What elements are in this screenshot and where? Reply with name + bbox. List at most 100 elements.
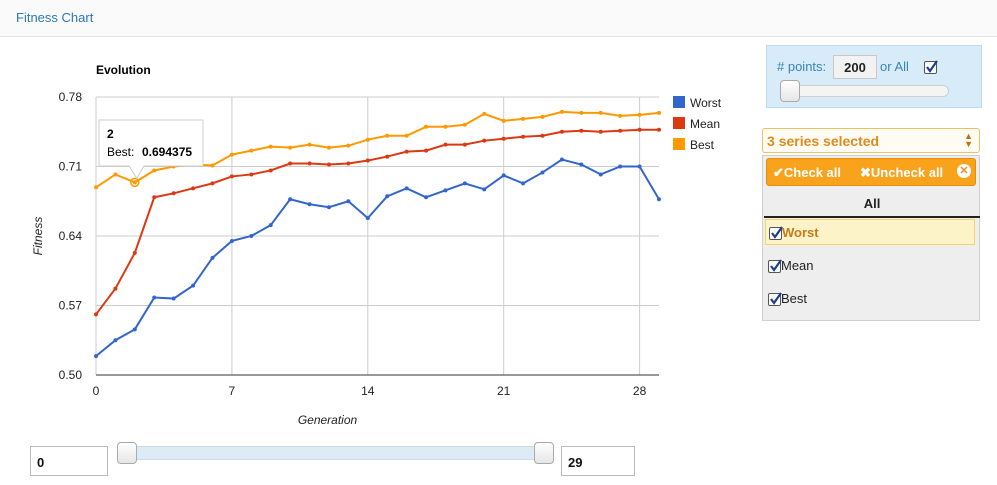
data-point-mean (559, 129, 564, 134)
data-point-worst (443, 188, 448, 193)
series-checkbox-mean[interactable] (768, 259, 782, 273)
data-point-worst (559, 157, 564, 162)
points-control: # points: 200 or All (766, 45, 982, 108)
data-point-mean (307, 161, 312, 166)
data-point-mean (152, 195, 157, 200)
data-point-worst (637, 164, 642, 169)
data-point-mean (229, 174, 234, 179)
data-point-worst (268, 223, 273, 228)
uncheck-all-link[interactable]: ✖Uncheck all (860, 165, 943, 181)
check-all-label: Check all (783, 165, 841, 180)
series-option-worst[interactable]: Worst (765, 219, 975, 245)
y-tick-label: 0.64 (59, 229, 83, 243)
data-point-best (268, 144, 273, 149)
data-point-worst (171, 296, 176, 301)
check-all-link[interactable]: ✔Check all (773, 165, 841, 181)
y-axis-label: Fitness (31, 217, 45, 256)
y-tick-label: 0.57 (59, 299, 83, 313)
data-point-mean (326, 162, 331, 167)
x-tick-label: 14 (361, 384, 375, 398)
data-point-worst (307, 202, 312, 207)
legend-label-mean: Mean (690, 117, 720, 131)
data-point-best (346, 143, 351, 148)
data-point-worst (152, 295, 157, 300)
legend-swatch-best (673, 138, 685, 150)
data-point-mean (171, 191, 176, 196)
data-point-worst (618, 164, 623, 169)
check-icon (926, 60, 938, 73)
points-all-checkbox[interactable] (924, 60, 938, 74)
data-point-best (462, 122, 467, 127)
range-min-input[interactable]: 0 (30, 446, 108, 476)
data-point-mean (637, 127, 642, 132)
data-point-best (540, 114, 545, 119)
close-icon: ✖ (860, 165, 871, 180)
range-slider-track[interactable] (127, 446, 545, 460)
x-axis-label: Generation (298, 413, 358, 427)
legend-swatch-worst (673, 96, 685, 108)
data-point-mean (191, 186, 196, 191)
series-line-mean (95, 128, 659, 316)
data-point-mean (424, 148, 429, 153)
series-option-label: Mean (781, 258, 814, 273)
data-point-best (424, 124, 429, 129)
series-select-button[interactable]: 3 series selected ▲ ▼ (762, 128, 980, 153)
data-point-worst (579, 162, 584, 167)
data-point-mean (346, 161, 351, 166)
close-menu-icon[interactable]: ✕ (957, 164, 971, 178)
legend-label-best: Best (690, 138, 715, 152)
data-point-mean (443, 142, 448, 147)
data-point-mean (210, 181, 215, 186)
data-point-worst (521, 181, 526, 186)
check-icon (770, 292, 782, 305)
points-input[interactable]: 200 (833, 55, 877, 79)
data-point-mean (385, 154, 390, 159)
data-point-worst (482, 187, 487, 192)
chart-title: Evolution (96, 63, 151, 77)
points-slider-track[interactable] (783, 85, 949, 97)
range-max-input[interactable]: 29 (561, 446, 635, 476)
y-tick-label: 0.78 (59, 90, 83, 104)
data-point-best (229, 152, 234, 157)
series-option-mean[interactable]: Mean (765, 253, 975, 279)
check-icon (770, 259, 782, 272)
data-point-mean (482, 138, 487, 143)
series-option-label: Worst (782, 225, 819, 240)
points-slider-handle[interactable] (780, 80, 800, 102)
data-point-best (404, 133, 409, 138)
series-select-header: ✔Check all ✖Uncheck all ✕ (766, 158, 976, 186)
uncheck-all-label: Uncheck all (870, 165, 944, 180)
panel-title: Fitness Chart (16, 10, 94, 25)
x-tick-label: 21 (497, 384, 511, 398)
data-point-best (365, 137, 370, 142)
data-point-best (501, 118, 506, 123)
legend-label-worst: Worst (690, 96, 722, 110)
data-point-worst (326, 205, 331, 210)
series-option-best[interactable]: Best (765, 286, 975, 312)
x-tick-label: 7 (229, 384, 236, 398)
data-point-mean (288, 161, 293, 166)
data-point-best (326, 145, 331, 150)
tooltip-box (98, 119, 204, 180)
series-select-menu: ✔Check all ✖Uncheck all ✕ All Worst Mean… (762, 155, 980, 321)
data-point-best (249, 148, 254, 153)
range-max-handle[interactable] (534, 442, 554, 464)
series-checkbox-worst[interactable] (769, 226, 783, 240)
group-all-label[interactable]: All (764, 191, 980, 218)
data-point-worst (94, 354, 98, 359)
data-point-worst (249, 234, 254, 238)
data-point-best (618, 113, 623, 118)
data-point-worst (424, 195, 429, 200)
data-point-best (307, 142, 312, 147)
data-point-worst (229, 238, 234, 243)
series-checkbox-best[interactable] (768, 292, 782, 306)
data-point-best (113, 172, 118, 177)
data-point-mean (501, 136, 506, 141)
panel-header: Fitness Chart (0, 0, 997, 37)
data-point-worst (210, 255, 215, 260)
data-point-worst (657, 197, 661, 202)
data-point-worst (501, 173, 506, 178)
data-point-best (210, 163, 215, 168)
data-point-best (637, 112, 642, 117)
range-min-handle[interactable] (117, 442, 137, 464)
